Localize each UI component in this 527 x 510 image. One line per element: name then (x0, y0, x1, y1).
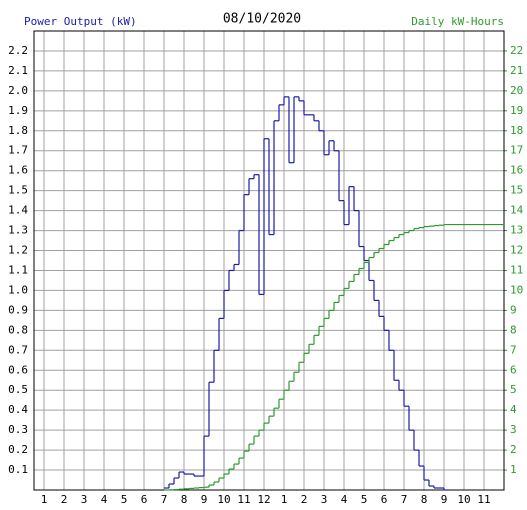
y2-tick-label: 6 (510, 363, 517, 376)
y2-tick-label: 13 (510, 224, 523, 237)
y2-tick-label: 15 (510, 184, 523, 197)
y2-tick-label: 16 (510, 164, 523, 177)
y-tick-label: 1.5 (8, 184, 28, 197)
y-tick-label: 2.1 (8, 64, 28, 77)
y2-tick-label: 3 (510, 423, 517, 436)
y-tick-label: 1.3 (8, 224, 28, 237)
y2-tick-label: 9 (510, 303, 517, 316)
y2-tick-label: 2 (510, 443, 517, 456)
y2-tick-label: 18 (510, 124, 523, 137)
y2-tick-label: 10 (510, 283, 523, 296)
x-tick-label: 8 (421, 493, 428, 506)
y2-axis-label: Daily kW-Hours (411, 15, 504, 28)
y-tick-label: 1.4 (8, 204, 28, 217)
x-tick-label: 4 (341, 493, 348, 506)
y-tick-label: 1.2 (8, 244, 28, 257)
x-tick-label: 1 (281, 493, 288, 506)
x-tick-label: 9 (201, 493, 208, 506)
y-tick-label: 1.9 (8, 104, 28, 117)
y2-tick-label: 1 (510, 463, 517, 476)
y-tick-label: 1.8 (8, 124, 28, 137)
y2-tick-label: 22 (510, 44, 523, 57)
x-tick-label: 3 (321, 493, 328, 506)
y-tick-label: 0.9 (8, 303, 28, 316)
x-tick-label: 5 (121, 493, 128, 506)
y2-tick-label: 7 (510, 343, 517, 356)
x-tick-label: 10 (217, 493, 230, 506)
x-tick-label: 1 (41, 493, 48, 506)
chart-title: 08/10/2020 (223, 12, 301, 27)
y2-tick-label: 4 (510, 403, 517, 416)
y-tick-label: 2.0 (8, 84, 28, 97)
y-tick-label: 0.5 (8, 383, 28, 396)
x-tick-label: 4 (101, 493, 108, 506)
y2-tick-label: 11 (510, 263, 523, 276)
y-tick-label: 0.4 (8, 403, 28, 416)
y-tick-label: 0.1 (8, 463, 28, 476)
y2-tick-label: 5 (510, 383, 517, 396)
y-tick-label: 1.0 (8, 283, 28, 296)
x-tick-label: 10 (457, 493, 470, 506)
x-tick-label: 8 (181, 493, 188, 506)
y-tick-label: 2.2 (8, 44, 28, 57)
y-tick-label: 1.7 (8, 144, 28, 157)
y-tick-label: 0.2 (8, 443, 28, 456)
y2-tick-label: 20 (510, 84, 523, 97)
x-tick-label: 9 (441, 493, 448, 506)
x-tick-label: 6 (381, 493, 388, 506)
x-tick-label: 5 (361, 493, 368, 506)
y2-tick-label: 17 (510, 144, 523, 157)
x-tick-label: 6 (141, 493, 148, 506)
y2-tick-label: 8 (510, 323, 517, 336)
plot-border (33, 30, 505, 491)
y2-tick-label: 19 (510, 104, 523, 117)
y-tick-label: 0.6 (8, 363, 28, 376)
y-tick-label: 1.1 (8, 263, 28, 276)
y-tick-label: 0.8 (8, 323, 28, 336)
y-axis-label: Power Output (kW) (24, 15, 137, 28)
x-tick-label: 7 (401, 493, 408, 506)
y2-tick-label: 14 (510, 204, 524, 217)
y2-tick-label: 21 (510, 64, 523, 77)
x-tick-label: 2 (301, 493, 308, 506)
x-tick-label: 3 (81, 493, 88, 506)
y-tick-label: 0.7 (8, 343, 28, 356)
y2-tick-label: 12 (510, 244, 523, 257)
x-tick-label: 11 (237, 493, 250, 506)
x-tick-label: 7 (161, 493, 168, 506)
x-tick-label: 11 (477, 493, 490, 506)
x-tick-label: 2 (61, 493, 68, 506)
y-tick-label: 1.6 (8, 164, 28, 177)
y-tick-label: 0.3 (8, 423, 28, 436)
x-tick-label: 12 (257, 493, 270, 506)
